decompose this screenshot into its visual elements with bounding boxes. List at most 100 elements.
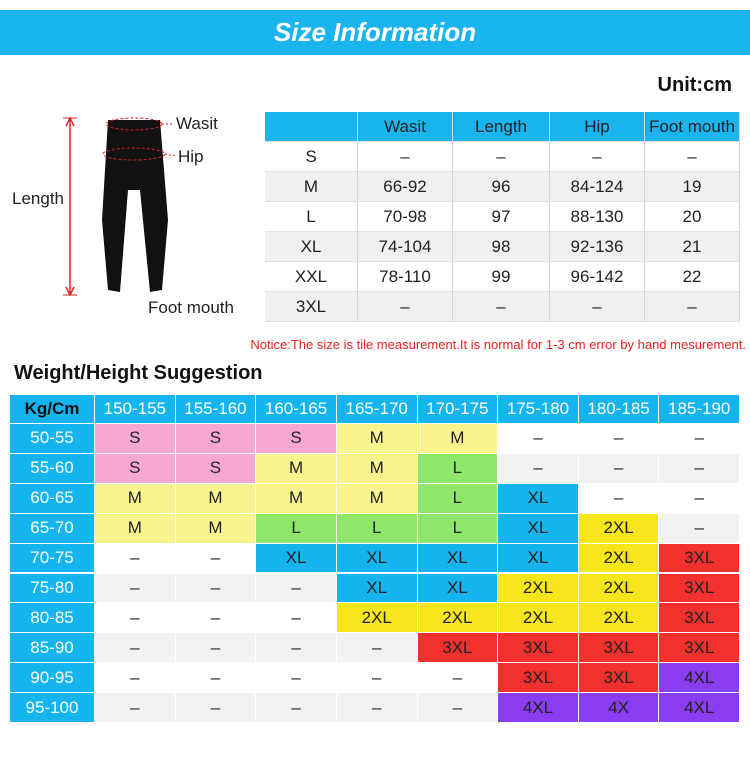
size-cell: – <box>95 663 176 694</box>
size-cell: 2XL <box>336 603 418 634</box>
column-header: 185-190 <box>659 395 740 424</box>
size-cell: 3XL <box>659 543 740 574</box>
column-header: 150-155 <box>95 395 176 424</box>
size-cell: – <box>336 693 418 723</box>
suggestion-title: Weight/Height Suggestion <box>14 362 263 384</box>
size-cell: XL <box>498 513 579 544</box>
size-cell: M <box>417 424 499 454</box>
size-cell: – <box>336 633 418 664</box>
size-cell: 4XL <box>659 663 740 694</box>
size-cell: 3XL <box>498 663 579 694</box>
size-cell: 2XL <box>578 603 660 634</box>
column-header: 170-175 <box>417 395 499 424</box>
value-cell: 78-110 <box>358 262 453 292</box>
size-cell: – <box>256 693 337 723</box>
weight-cell: 70-75 <box>10 543 95 574</box>
column-header: Length <box>453 112 550 142</box>
size-cell: M <box>95 513 176 544</box>
size-cell: 4XL <box>659 693 740 723</box>
size-cell: XL <box>336 573 418 604</box>
size-cell: M <box>95 483 176 514</box>
size-cell: L <box>256 513 337 544</box>
value-cell: 21 <box>645 232 740 262</box>
value-cell: 99 <box>453 262 550 292</box>
size-cell: XL <box>498 543 579 574</box>
size-cell: 3XL <box>578 663 660 694</box>
value-cell: 74-104 <box>358 232 453 262</box>
size-cell: – <box>256 573 337 604</box>
unit: Unit:cm <box>657 74 732 96</box>
value-cell: 22 <box>645 262 740 292</box>
size-cell: XL <box>417 573 499 604</box>
size-cell: – <box>175 663 257 694</box>
value-cell: 96-142 <box>550 262 645 292</box>
size-cell: 2XL <box>578 543 660 574</box>
size-cell: L <box>417 453 499 484</box>
column-header: 175-180 <box>498 395 579 424</box>
size-cell: – <box>659 453 740 484</box>
size-cell: M <box>336 424 418 454</box>
value-cell: – <box>550 142 645 172</box>
size-cell: L <box>417 513 499 544</box>
size-cell: – <box>578 453 660 484</box>
weight-cell: 50-55 <box>10 424 95 454</box>
length-label: Length <box>12 189 64 208</box>
size-cell: – <box>95 603 176 634</box>
size-cell: – <box>417 693 499 723</box>
size-cell: – <box>498 453 579 484</box>
value-cell: 88-130 <box>550 202 645 232</box>
size-cell: 2XL <box>417 603 499 634</box>
value-cell: – <box>453 292 550 322</box>
size-cell: L <box>265 202 358 232</box>
weight-cell: 95-100 <box>10 693 95 723</box>
size-cell: – <box>175 603 257 634</box>
foot-label: Foot mouth <box>148 298 234 317</box>
size-cell: XL <box>498 483 579 514</box>
title: Size Information <box>273 17 477 47</box>
size-cell: – <box>578 483 660 514</box>
size-cell: 3XL <box>659 573 740 604</box>
value-cell: 66-92 <box>358 172 453 202</box>
size-cell: – <box>659 483 740 514</box>
size-cell: – <box>175 573 257 604</box>
notice: Notice:The size is tile measurement.It i… <box>250 337 746 352</box>
size-cell: – <box>175 633 257 664</box>
size-cell: S <box>175 453 257 484</box>
value-cell: – <box>358 142 453 172</box>
size-cell: – <box>498 424 579 454</box>
size-cell: XL <box>256 543 337 574</box>
size-cell: – <box>95 573 176 604</box>
pants-figure <box>63 116 177 297</box>
value-cell: 92-136 <box>550 232 645 262</box>
value-cell: – <box>358 292 453 322</box>
size-cell: XXL <box>265 262 358 292</box>
size-cell: – <box>175 543 257 574</box>
size-cell: S <box>265 142 358 172</box>
value-cell: 96 <box>453 172 550 202</box>
size-cell: M <box>256 453 337 484</box>
size-cell: – <box>256 663 337 694</box>
size-cell: 2XL <box>498 603 579 634</box>
size-cell: M <box>336 453 418 484</box>
value-cell: – <box>550 292 645 322</box>
size-cell: S <box>256 424 337 454</box>
size-cell: XL <box>336 543 418 574</box>
size-cell: 3XL <box>498 633 579 664</box>
waist-label: Wasit <box>176 114 218 133</box>
weight-cell: 75-80 <box>10 573 95 604</box>
weight-cell: 60-65 <box>10 483 95 514</box>
size-cell: 2XL <box>578 573 660 604</box>
value-cell: – <box>453 142 550 172</box>
size-cell: 2XL <box>578 513 660 544</box>
size-cell: 3XL <box>417 633 499 664</box>
size-cell: 3XL <box>659 633 740 664</box>
value-cell: 70-98 <box>358 202 453 232</box>
size-cell: 3XL <box>578 633 660 664</box>
corner-cell: Kg/Cm <box>10 395 95 424</box>
value-cell: – <box>645 292 740 322</box>
hip-pointer <box>164 153 177 157</box>
size-cell: 2XL <box>498 573 579 604</box>
size-cell: – <box>256 633 337 664</box>
hip-label: Hip <box>178 147 204 166</box>
size-cell: M <box>336 483 418 514</box>
